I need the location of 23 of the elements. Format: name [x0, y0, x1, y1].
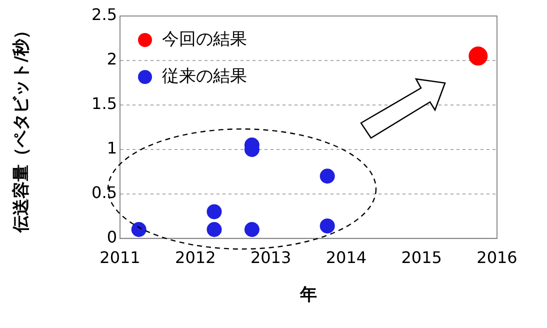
point	[206, 204, 222, 220]
x-tick-label: 2011	[100, 248, 140, 268]
y-tick-label: 0.5	[92, 183, 117, 202]
point	[320, 168, 335, 184]
x-axis-title: 年	[299, 285, 317, 306]
x-tick-label: 2015	[401, 248, 442, 268]
y-tick-label: 1.5	[92, 94, 117, 114]
y-tick-label: 1	[106, 138, 117, 158]
y-tick-label: 2.5	[92, 5, 117, 24]
y-axis-title: 伝送容量（ペタビット/秒）	[12, 22, 32, 234]
legend-label: 今回の結果	[162, 29, 247, 50]
y-tick-label: 2	[106, 50, 117, 69]
x-tick-label: 2013	[250, 248, 292, 268]
point	[468, 46, 488, 66]
legend-label: 従来の結果	[162, 66, 247, 86]
point	[320, 218, 335, 234]
x-tick-label: 2012	[175, 248, 216, 268]
x-tick-label: 2014	[326, 248, 367, 268]
point	[244, 222, 260, 238]
point	[206, 222, 222, 238]
point	[131, 222, 146, 238]
y-tick-label: 0	[106, 228, 117, 247]
x-tick-label: 2016	[476, 248, 518, 268]
